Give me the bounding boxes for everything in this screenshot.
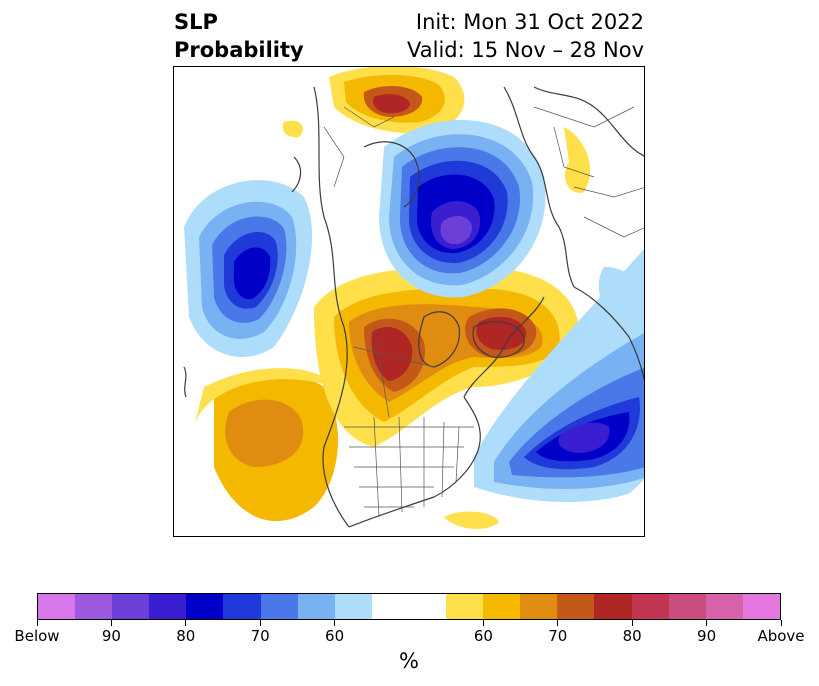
above-region-pacific-edge [194,368,334,427]
colorbar-segment-above-8 [742,594,780,619]
init-date: Init: Mon 31 Oct 2022 [415,10,644,34]
chart-title-right: Init: Mon 31 Oct 2022 Valid: 15 Nov – 28… [407,8,644,64]
valid-range: Valid: 15 Nov – 28 Nov [407,38,644,62]
colorbar-segment-below-3 [149,594,187,619]
colorbar-tick [482,620,484,626]
colorbar-segment-above-1 [483,594,521,619]
country-borders [323,106,644,238]
chart-title-left: SLP Probability [174,8,304,64]
colorbar-segment-below-8 [334,594,372,619]
colorbar-segment-below-7 [297,594,335,619]
colorbar-segment-below-5 [223,594,261,619]
colorbar-segment-below-6 [260,594,298,619]
colorbar-tick [557,620,559,626]
colorbar-segment-above-2 [520,594,558,619]
colorbar-segment-below-4 [186,594,224,619]
colorbar-tick [631,620,633,626]
colorbar-tick-label: Above [757,627,805,645]
colorbar-tick [706,620,708,626]
colorbar-tick-label: 70 [548,627,568,645]
us-state-borders [344,326,474,518]
colorbar-segment-below-0 [38,594,76,619]
colorbar-tick-label: Below [14,627,60,645]
colorbar-tick-label: 70 [250,627,270,645]
colorbar [37,593,781,620]
colorbar-tick-label: 80 [176,627,196,645]
colorbar-unit-label: % [399,649,419,673]
colorbar-tick [780,620,782,626]
above-region-top-red [373,94,410,114]
above-region-pacific-inner [225,399,304,467]
colorbar-segment-neutral [371,594,447,619]
colorbar-segment-above-6 [668,594,706,619]
polar-map [183,67,644,529]
colorbar-tick-label: 90 [101,627,121,645]
colorbar-tick-label: 60 [473,627,493,645]
colorbar-segment-below-2 [112,594,150,619]
colorbar-tick [110,620,112,626]
colorbar-segment-above-7 [705,594,743,619]
colorbar-segment-above-0 [446,594,484,619]
colorbar-segment-above-5 [631,594,669,619]
colorbar-tick [185,620,187,626]
colorbar-segment-above-4 [594,594,632,619]
colorbar-tick [259,620,261,626]
colorbar-tick-label: 90 [697,627,717,645]
title-variable: SLP [174,10,218,34]
map-panel [173,66,645,537]
above-region-canada-core [371,327,413,381]
colorbar-tick [36,620,38,626]
colorbar-tick-label: 80 [622,627,642,645]
below-region-arctic-center [440,215,472,245]
below-region-atlantic-core [558,422,610,453]
colorbar-segment-above-3 [557,594,595,619]
colorbar-tick [334,620,336,626]
coastlines [183,86,644,528]
colorbar-segment-below-1 [75,594,113,619]
below-region-pacific-core [233,247,271,300]
title-subtitle: Probability [174,38,304,62]
colorbar-tick-label: 60 [325,627,345,645]
